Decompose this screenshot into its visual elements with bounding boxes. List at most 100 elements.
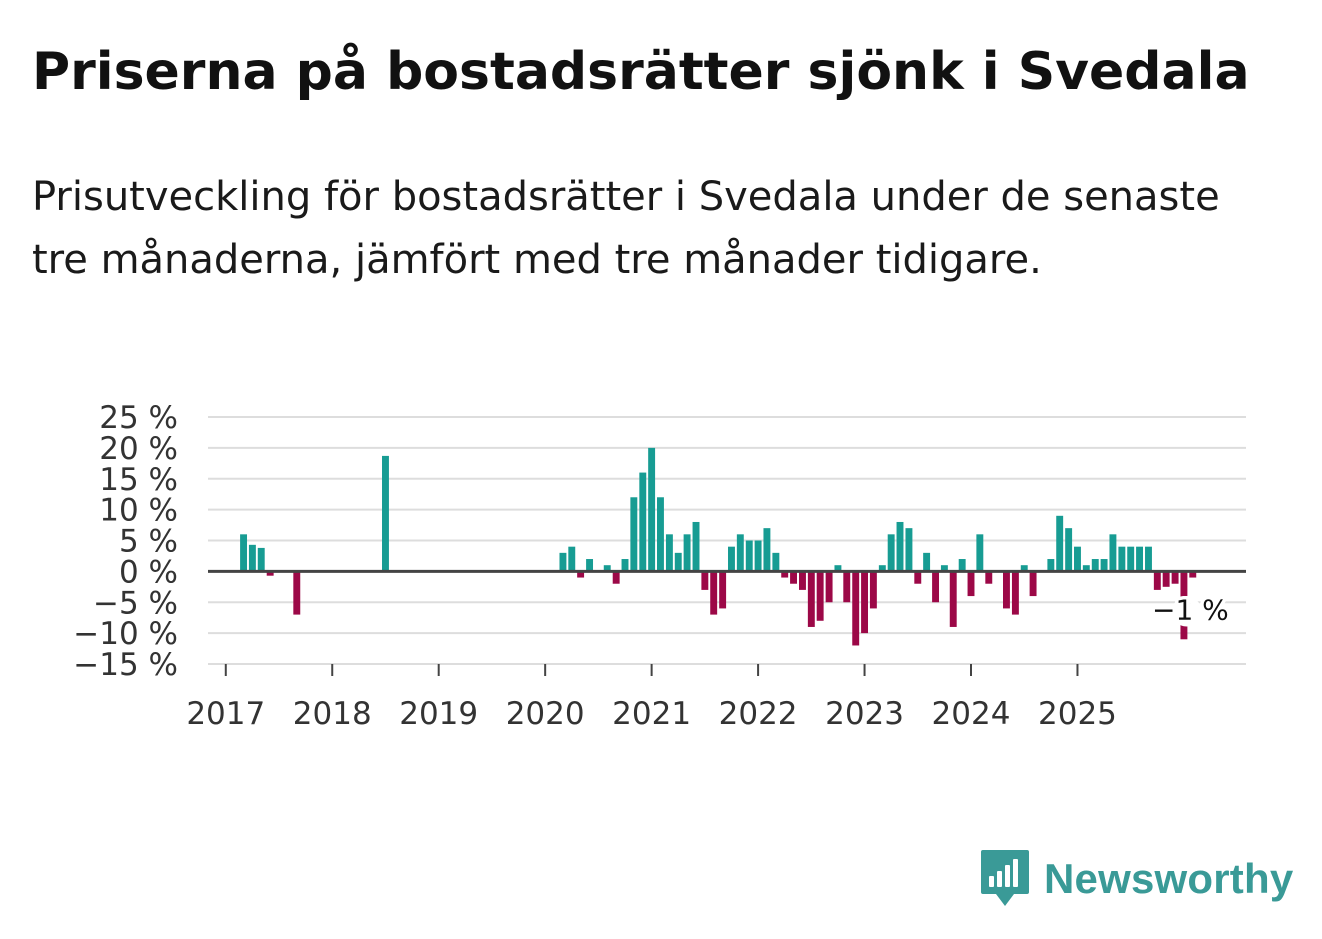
bar (639, 472, 647, 572)
bar (878, 565, 886, 572)
bar (1065, 528, 1073, 572)
chart-subtitle: Prisutveckling för bostadsrätter i Sveda… (32, 174, 1220, 283)
brand-name: Newsworthy (1044, 855, 1294, 902)
bar (772, 552, 780, 572)
brand-logo: Newsworthy (980, 848, 1293, 910)
bar (1153, 571, 1161, 590)
y-tick-label: −10 % (73, 616, 178, 652)
bar (559, 552, 567, 572)
end-label-group: −1 % (1148, 590, 1232, 630)
bar (719, 571, 727, 609)
bar (630, 497, 638, 572)
chart-title: Priserna på bostadsrätter sjönk i Svedal… (32, 42, 1250, 102)
bar (382, 455, 389, 572)
bar (1100, 559, 1108, 572)
bar (745, 540, 753, 572)
bar (905, 528, 913, 572)
bar (781, 571, 789, 578)
bar (807, 571, 815, 627)
y-tick-label: 25 % (99, 400, 178, 436)
bar (728, 546, 735, 572)
x-tick-label: 2021 (612, 696, 691, 732)
end-label-halo (1171, 596, 1202, 627)
bar (648, 447, 656, 572)
y-tick-label: 5 % (119, 524, 178, 560)
bar (1162, 571, 1170, 587)
bar (816, 571, 824, 621)
x-tick-label: 2018 (293, 696, 372, 732)
bar (710, 571, 718, 615)
bar (736, 534, 744, 572)
bar (1136, 546, 1143, 572)
bar (1020, 565, 1028, 572)
bar (1011, 571, 1019, 615)
y-tick-label: 15 % (99, 462, 178, 498)
x-axis-ticks: 2017 2018 2019 2020 2021 2022 2023 2024 2025 (186, 664, 1117, 732)
bar (257, 547, 265, 572)
x-tick-label: 2020 (506, 696, 585, 732)
bar (1082, 565, 1090, 572)
bar (1145, 546, 1152, 572)
bar (692, 521, 700, 572)
bar (869, 571, 877, 609)
bar (657, 497, 664, 572)
bar (754, 540, 762, 572)
bar (1029, 571, 1037, 597)
x-tick-label: 2025 (1038, 696, 1117, 732)
bar (1056, 515, 1064, 572)
bar (843, 571, 851, 603)
y-tick-label: 0 % (119, 554, 178, 590)
bar (799, 571, 806, 590)
gridlines (208, 416, 1246, 665)
bar (861, 571, 869, 634)
bar (1118, 546, 1126, 572)
bar (949, 571, 957, 627)
bar (790, 571, 797, 584)
y-tick-label: −5 % (93, 585, 178, 621)
bar (1074, 546, 1081, 572)
y-tick-label: 10 % (99, 493, 178, 529)
bar (674, 552, 682, 572)
bar (612, 571, 620, 584)
bar (665, 534, 673, 572)
bar (940, 565, 948, 572)
bar (577, 571, 585, 578)
bar (683, 534, 691, 572)
x-tick-label: 2024 (932, 696, 1011, 732)
bar (985, 571, 993, 584)
y-tick-label: 20 % (99, 431, 178, 467)
bar (932, 571, 940, 603)
bar (1003, 571, 1010, 609)
bar (603, 565, 611, 572)
bar (852, 571, 860, 646)
x-tick-label: 2019 (399, 696, 478, 732)
bar (914, 571, 922, 584)
bar (701, 571, 709, 590)
bars (240, 447, 1197, 646)
bar (1109, 534, 1117, 572)
bar (1091, 559, 1099, 572)
end-value-label: −1 % (1152, 594, 1229, 627)
bar (976, 534, 984, 572)
bar (763, 528, 771, 572)
bar (887, 534, 895, 572)
x-tick-label: 2017 (186, 696, 265, 732)
y-axis-ticks: 25 %20 %15 %10 %5 %0 %−5 %−10 %−15 % (73, 400, 178, 683)
bar (967, 571, 975, 597)
y-tick-label: −15 % (73, 647, 178, 683)
x-tick-label: 2022 (719, 696, 798, 732)
bar (1189, 571, 1197, 578)
bar (266, 571, 274, 576)
bar (1127, 546, 1135, 572)
bar (1180, 571, 1188, 640)
bar (825, 571, 833, 603)
bar (568, 546, 576, 572)
bar (923, 552, 931, 572)
bar (1171, 571, 1179, 584)
bar (240, 534, 248, 572)
bar-chart: 25 %20 %15 %10 %5 %0 %−5 %−10 %−15 % 201… (73, 400, 1246, 732)
bar (896, 521, 904, 572)
bar (586, 559, 594, 572)
bar (1047, 559, 1055, 572)
x-tick-label: 2023 (825, 696, 904, 732)
